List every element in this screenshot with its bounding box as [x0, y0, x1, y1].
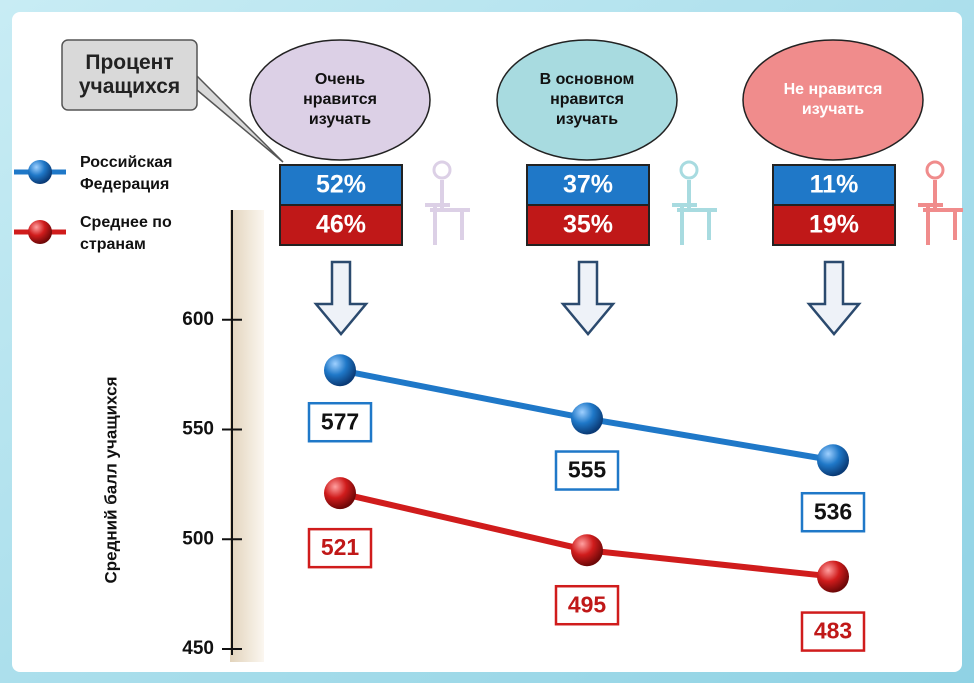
y-tick-label: 450 [182, 638, 214, 659]
legend-wrap: Среднее по странам [80, 214, 172, 253]
value-label: 483 [814, 618, 852, 644]
point [571, 534, 603, 567]
share-label: 37% [563, 171, 613, 199]
student-head [432, 160, 452, 180]
point [817, 560, 849, 593]
value-label: 495 [568, 591, 607, 617]
share-box [279, 204, 403, 246]
point [571, 402, 603, 435]
category-bubble [496, 39, 678, 161]
y-tick-label: 500 [182, 528, 214, 549]
category-wrap: В основном нравится изучать [539, 71, 635, 128]
y-tick-label: 550 [182, 419, 214, 440]
callout-wrap: Процент учащихся [78, 51, 181, 98]
student-body [672, 180, 717, 245]
value-label: 555 [568, 457, 607, 483]
share-box [772, 204, 896, 246]
share-label: 19% [809, 211, 859, 239]
y-tick-label: 600 [182, 309, 214, 330]
value-box [554, 450, 620, 491]
share-box [526, 164, 650, 206]
share-label: 52% [316, 171, 366, 199]
category-label: Очень нравится изучать [303, 71, 377, 128]
point [817, 444, 849, 477]
legend-wrap: Российская Федерация [80, 154, 173, 193]
share-box [772, 164, 896, 206]
callout-box [61, 39, 198, 111]
category-bubble [249, 39, 431, 161]
legend-label: Российская Федерация [80, 154, 173, 193]
legend-marker [28, 160, 52, 184]
value-label: 521 [321, 534, 360, 560]
category-wrap: Очень нравится изучать [303, 71, 377, 128]
value-box [554, 584, 620, 626]
arrow [806, 260, 862, 336]
category-wrap: Не нравится изучать [783, 81, 883, 118]
arrow [313, 260, 369, 336]
value-label: 536 [814, 498, 852, 524]
student-head [925, 160, 945, 180]
share-label: 35% [563, 211, 613, 239]
callout: Процент учащихся [78, 51, 181, 98]
value-box [800, 611, 866, 652]
value-box [307, 401, 373, 443]
value-label: 577 [321, 408, 359, 434]
category-label: В основном нравится изучать [539, 71, 635, 128]
category-bubble [742, 39, 924, 161]
legend-label: Среднее по странам [80, 214, 172, 253]
arrow [560, 260, 616, 336]
share-label: 46% [316, 211, 366, 239]
value-box [800, 491, 866, 533]
share-label: 11% [810, 171, 859, 199]
axis-band [230, 210, 264, 662]
category-label: Не нравится изучать [783, 81, 883, 118]
value-box [307, 527, 373, 569]
legend-marker [28, 220, 52, 244]
student-body [918, 180, 963, 245]
share-box [526, 204, 650, 246]
point [324, 477, 356, 510]
student-body [425, 180, 470, 245]
student-head [679, 160, 699, 180]
y-axis-title: Средний балл учащихся [101, 376, 120, 583]
point [324, 354, 356, 387]
